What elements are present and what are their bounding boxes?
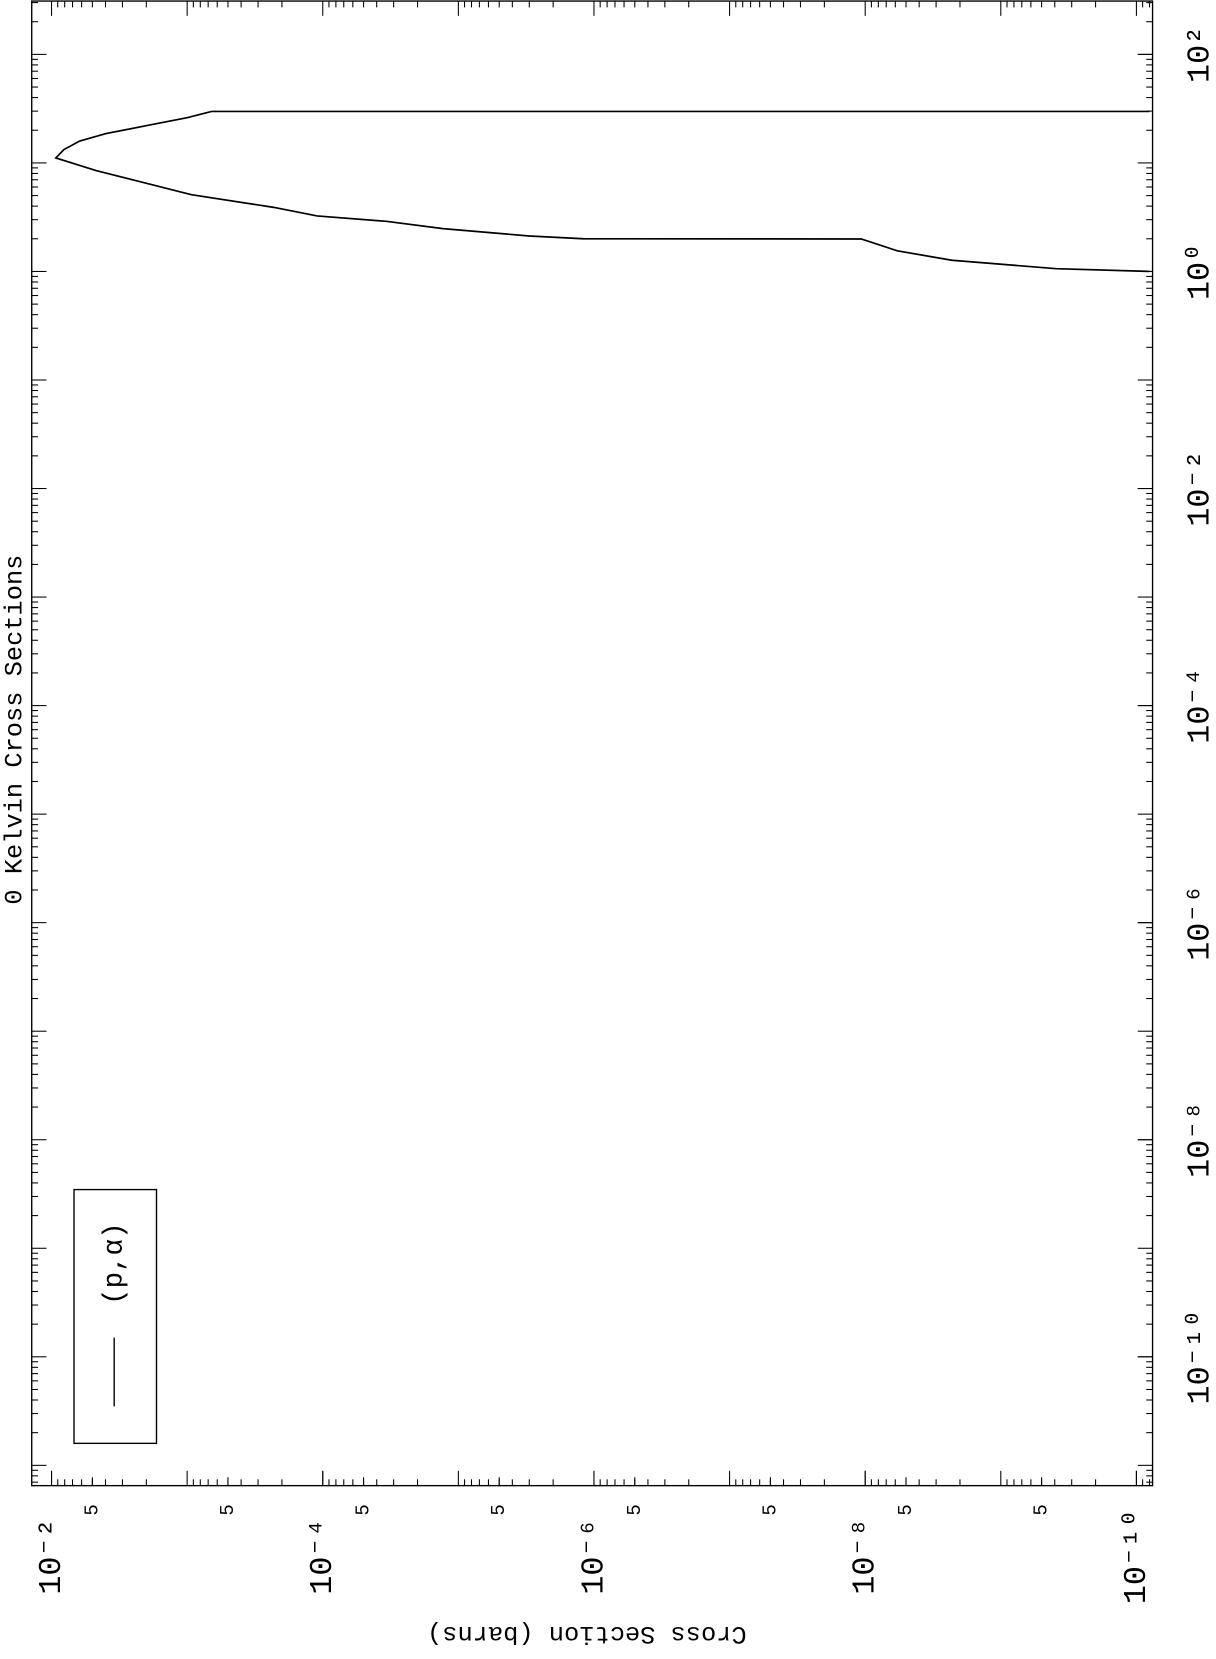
y-tick-label: 10⁻² [34,1518,70,1594]
y-tick-label: 5 [895,1504,917,1515]
legend-label: (p,α) [99,1222,130,1304]
data-line [54,110,1150,273]
legend-box [73,1188,158,1445]
x-tick-label: 10⁻¹⁰ [1183,1309,1216,1404]
y-tick-label: 5 [759,1504,781,1515]
y-tick-label: 10⁻⁸ [848,1518,884,1594]
chart-title: 0 Kelvin Cross Sections [1,555,30,905]
y-tick-label: 5 [624,1504,646,1515]
x-tick-label: 10² [1183,26,1216,83]
y-tick-label: 5 [1031,1504,1053,1515]
y-tick-label: 10⁻¹⁰ [1119,1509,1155,1604]
y-tick-label: 5 [488,1504,510,1515]
y-tick-label: 5 [81,1504,103,1515]
y-tick-label: 10⁻⁶ [576,1518,612,1594]
plot-frame [31,0,1154,1487]
x-tick-label: 10⁰ [1183,243,1216,300]
x-tick-label: 10⁻² [1183,450,1216,526]
x-tick-label: 10⁻⁴ [1183,667,1216,743]
y-axis-label: Cross Section (barns) [427,1619,747,1648]
x-tick-label: 10⁻⁸ [1183,1102,1216,1178]
y-tick-label: 5 [217,1504,239,1515]
y-tick-label: 10⁻⁴ [305,1518,341,1594]
y-tick-label: 5 [353,1504,375,1515]
x-tick-label: 10⁻⁶ [1183,885,1216,961]
